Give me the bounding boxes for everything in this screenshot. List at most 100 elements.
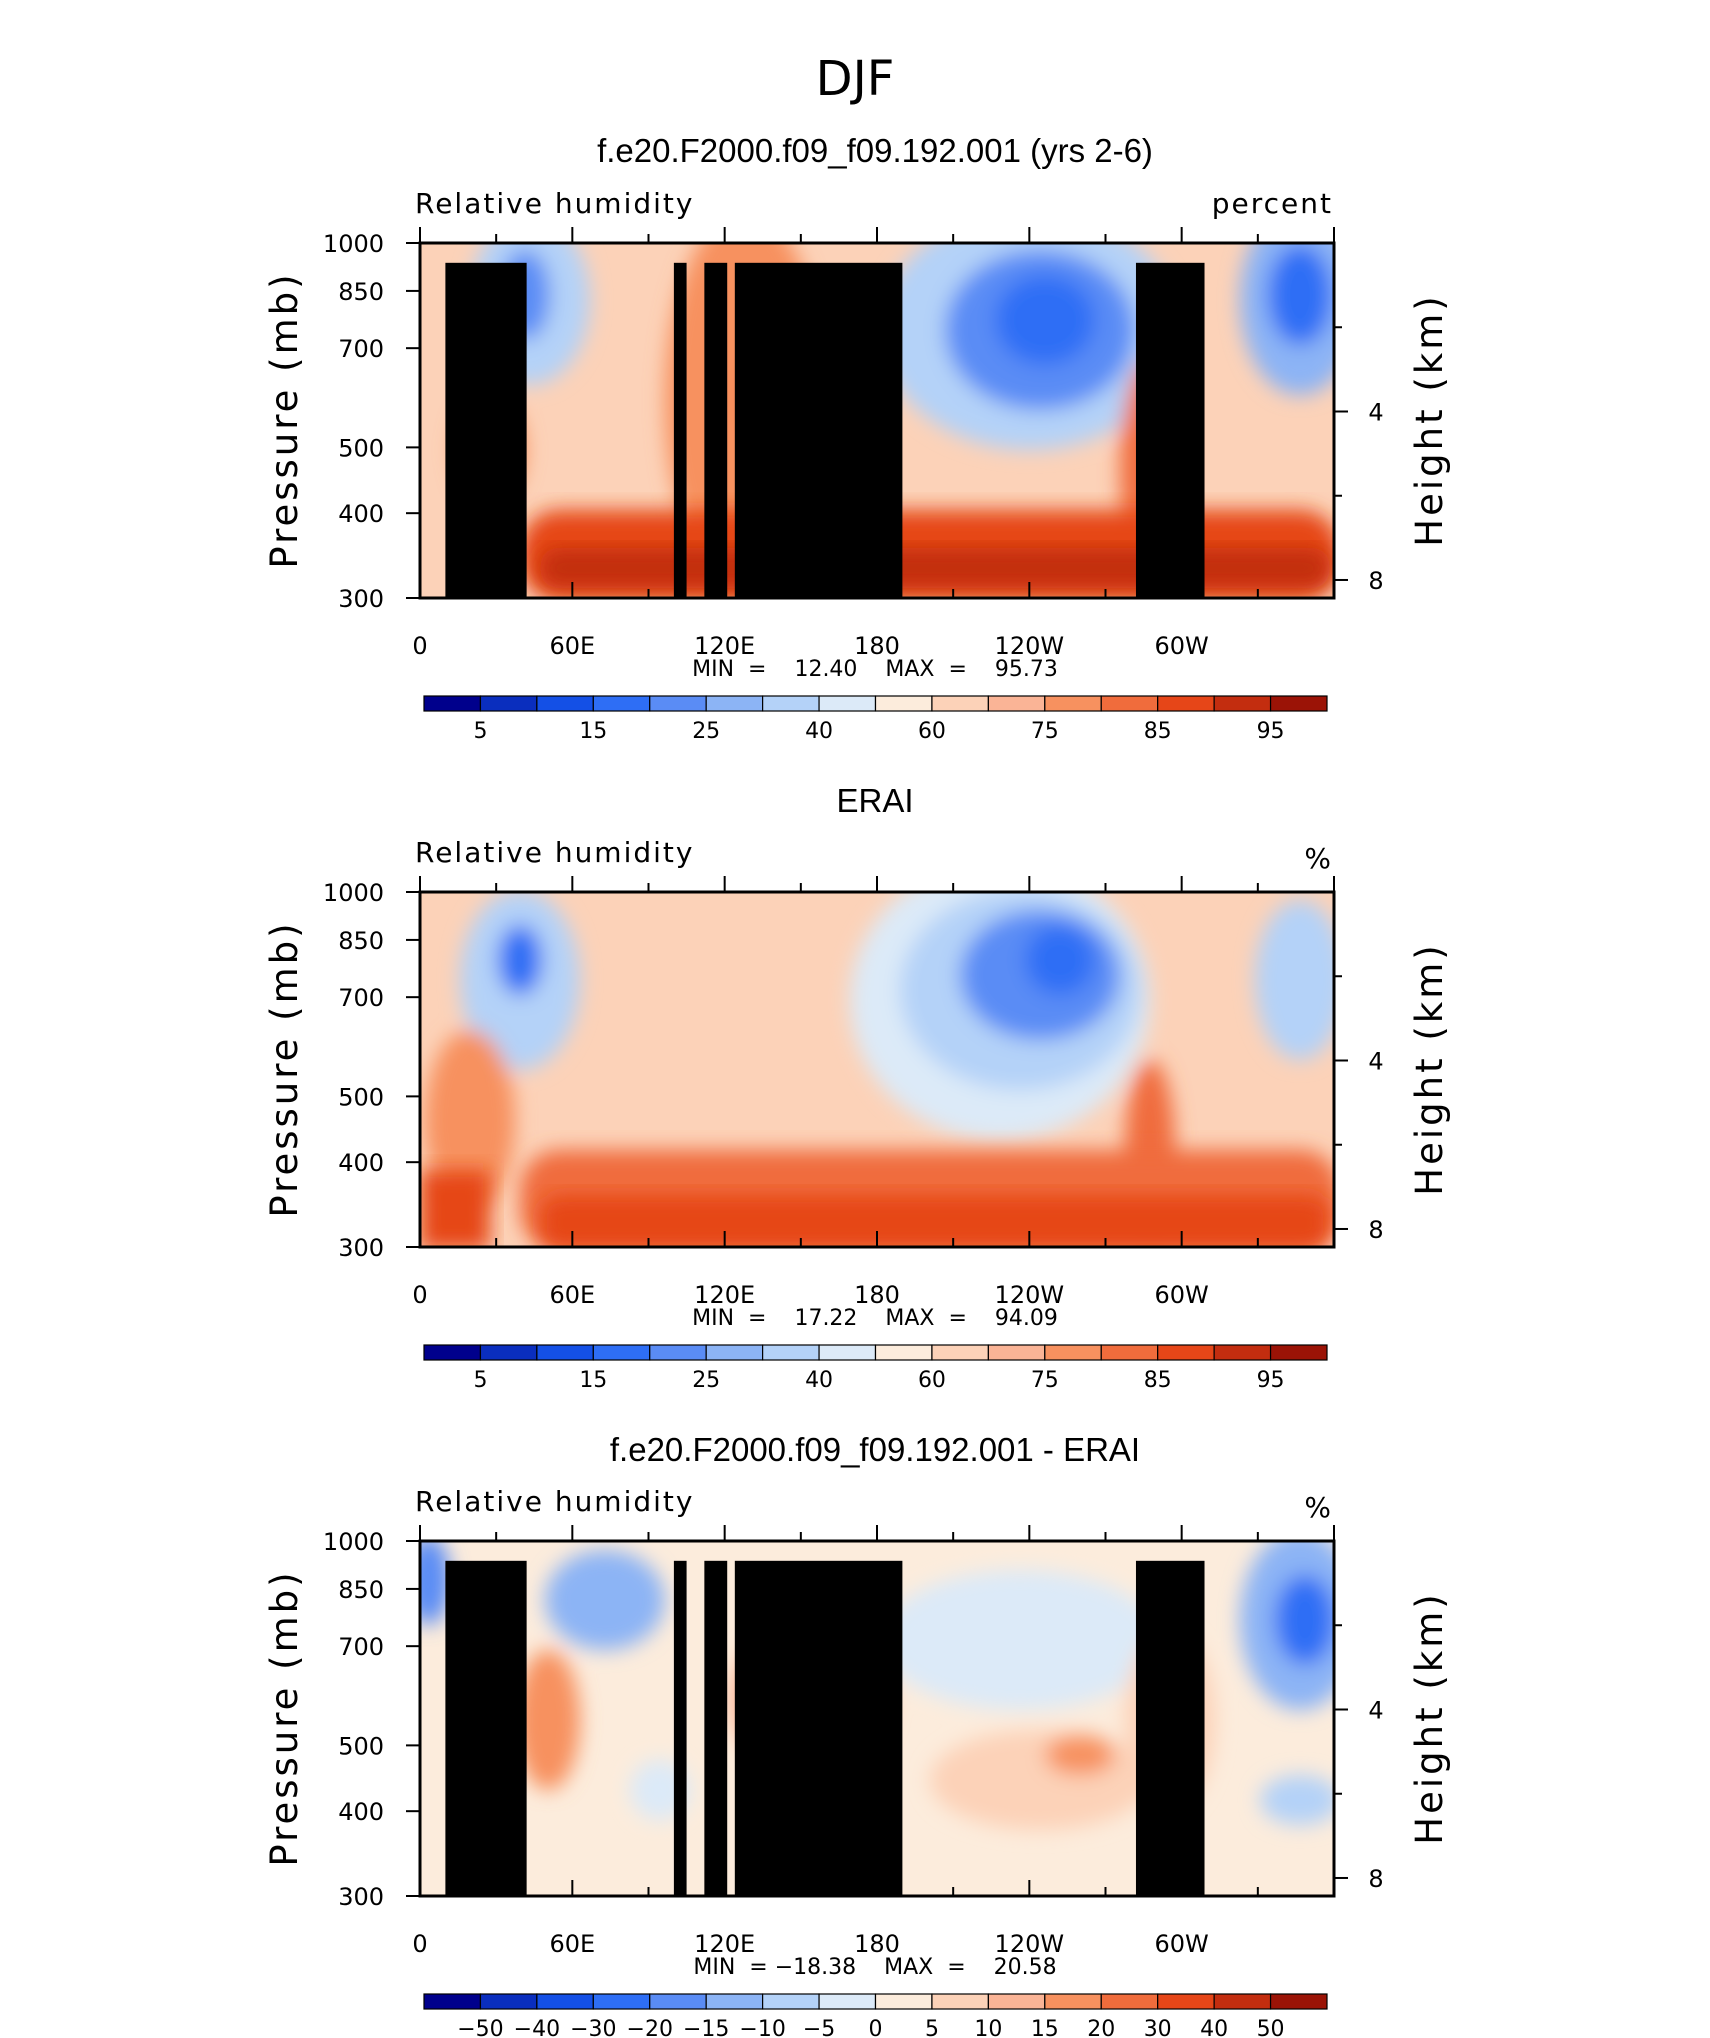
x-tick-label: 180 [854,1281,900,1309]
figure-title: DJF [816,51,895,107]
x-tick-label: 60E [549,1930,595,1958]
colorbar-label: 85 [1144,1368,1172,1393]
panel-1-axes: 0 60E 120E 180 120W 60W 300 400 500 700 850 1000 8 4 [323,227,1384,660]
colorbar-box [1044,1344,1102,1361]
terrain-block [704,262,728,598]
panel-2-dry-max-pacific [1025,925,1095,995]
y-tick-label: 300 [338,1234,384,1262]
colorbar-box [1100,1344,1159,1361]
colorbar-box [987,1993,1046,2010]
terrain-block [445,1560,527,1896]
x-tick-label: 0 [412,632,427,660]
colorbar-box [987,695,1046,712]
colorbar-box [874,1993,933,2010]
colorbar-label: 85 [1144,719,1172,744]
colorbar-box [649,1993,707,2010]
panel-2-variable-label: Relative humidity [415,836,694,869]
colorbar-box [423,695,482,712]
panel-1-colorbar: 5 15 25 40 60 75 85 95 [423,695,1328,744]
panel-3-axes: 0 60E 120E 180 120W 60W 300 400 500 700 850 1000 8 4 [323,1525,1384,1958]
panel-3: f.e20.F2000.f09_f09.192.001 - ERAI Relat… [263,1431,1451,2038]
colorbar-label: 30 [1144,2017,1172,2038]
x-tick-label: 120E [694,632,755,660]
panel-1-units-label: percent [1212,187,1333,220]
panel-2-ylabel-right: Height (km) [1408,942,1451,1195]
y-tick-label: 300 [338,1883,384,1911]
terrain-block [704,1560,728,1896]
x-tick-label: 60W [1155,1281,1209,1309]
panel-3-positive-bias-africa [516,1650,580,1790]
colorbar-box [931,1993,989,2010]
terrain-block [445,262,527,598]
colorbar-label: 15 [579,1368,607,1393]
colorbar-box [818,695,877,712]
y-tick-right-label: 8 [1368,567,1383,595]
colorbar-box [705,1993,764,2010]
panel-1-title: f.e20.F2000.f09_f09.192.001 (yrs 2-6) [597,132,1153,169]
colorbar-label: 25 [692,1368,720,1393]
panel-3-positive-bias-east-pacific-core [1045,1735,1115,1775]
y-tick-label: 500 [338,434,384,462]
panel-1-variable-label: Relative humidity [415,187,694,220]
panel-2-dry-region-atlantic [1255,900,1334,1060]
panel-3-title: f.e20.F2000.f09_f09.192.001 - ERAI [610,1431,1140,1468]
colorbar-box [1157,1993,1215,2010]
y-tick-right-label: 4 [1368,398,1383,426]
panel-1-dry-max-pacific [995,275,1095,365]
colorbar-label: 5 [925,2017,939,2038]
y-tick-right-label: 4 [1368,1696,1383,1724]
colorbar-label: 40 [805,719,833,744]
colorbar-box [479,1993,538,2010]
x-tick-label: 120W [995,1281,1065,1309]
panel-3-colorbar: −50 −40 −30 −20 −15 −10 −5 0 5 10 15 20 30 40 50 [423,1993,1328,2038]
colorbar-box [1100,695,1159,712]
colorbar-label: 95 [1257,719,1285,744]
colorbar-box [592,695,651,712]
x-tick-label: 0 [412,1930,427,1958]
colorbar-label: 60 [918,719,946,744]
colorbar-label: 40 [805,1368,833,1393]
y-tick-label: 500 [338,1083,384,1111]
terrain-block [673,262,687,598]
y-tick-right-label: 4 [1368,1047,1383,1075]
y-tick-label: 700 [338,1633,384,1661]
panel-3-ylabel-right: Height (km) [1408,1591,1451,1844]
colorbar-label: −30 [570,2017,616,2038]
colorbar-box [592,1993,651,2010]
y-tick-label: 1000 [323,879,384,907]
colorbar-box [536,1344,594,1361]
panel-1-ylabel-right: Height (km) [1408,293,1451,546]
colorbar-box [1269,1993,1328,2010]
colorbar-label: −20 [627,2017,673,2038]
colorbar-box [649,1344,707,1361]
x-tick-label: 120E [694,1281,755,1309]
x-tick-label: 180 [854,1930,900,1958]
y-tick-label: 700 [338,335,384,363]
panel-2-dry-core-africa [498,925,542,995]
colorbar-label: 40 [1200,2017,1228,2038]
colorbar-box [1044,695,1102,712]
colorbar-box [705,1344,764,1361]
y-tick-label: 400 [338,1149,384,1177]
colorbar-label: −5 [803,2017,835,2038]
y-tick-right-label: 8 [1368,1216,1383,1244]
colorbar-box [1157,1344,1215,1361]
y-tick-label: 400 [338,1798,384,1826]
y-tick-label: 400 [338,500,384,528]
terrain-block [491,282,512,598]
colorbar-label: −15 [683,2017,729,2038]
x-tick-label: 60E [549,632,595,660]
colorbar-label: 10 [974,2017,1002,2038]
panel-1-terrain-mask [445,262,1205,598]
colorbar-label: 25 [692,719,720,744]
colorbar-box [1100,1993,1159,2010]
colorbar-box [1213,1993,1272,2010]
colorbar-box [479,695,538,712]
x-tick-label: 60W [1155,1930,1209,1958]
colorbar-box [536,1993,594,2010]
y-tick-label: 850 [338,927,384,955]
colorbar-box [987,1344,1046,1361]
terrain-block [1135,1560,1205,1896]
colorbar-box [649,695,707,712]
